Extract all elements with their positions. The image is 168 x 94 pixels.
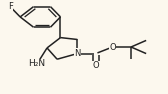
Text: N: N [74, 49, 80, 58]
Text: O: O [92, 61, 99, 70]
Text: H₂N: H₂N [28, 59, 46, 68]
Text: O: O [109, 42, 116, 52]
Text: F: F [8, 2, 13, 11]
